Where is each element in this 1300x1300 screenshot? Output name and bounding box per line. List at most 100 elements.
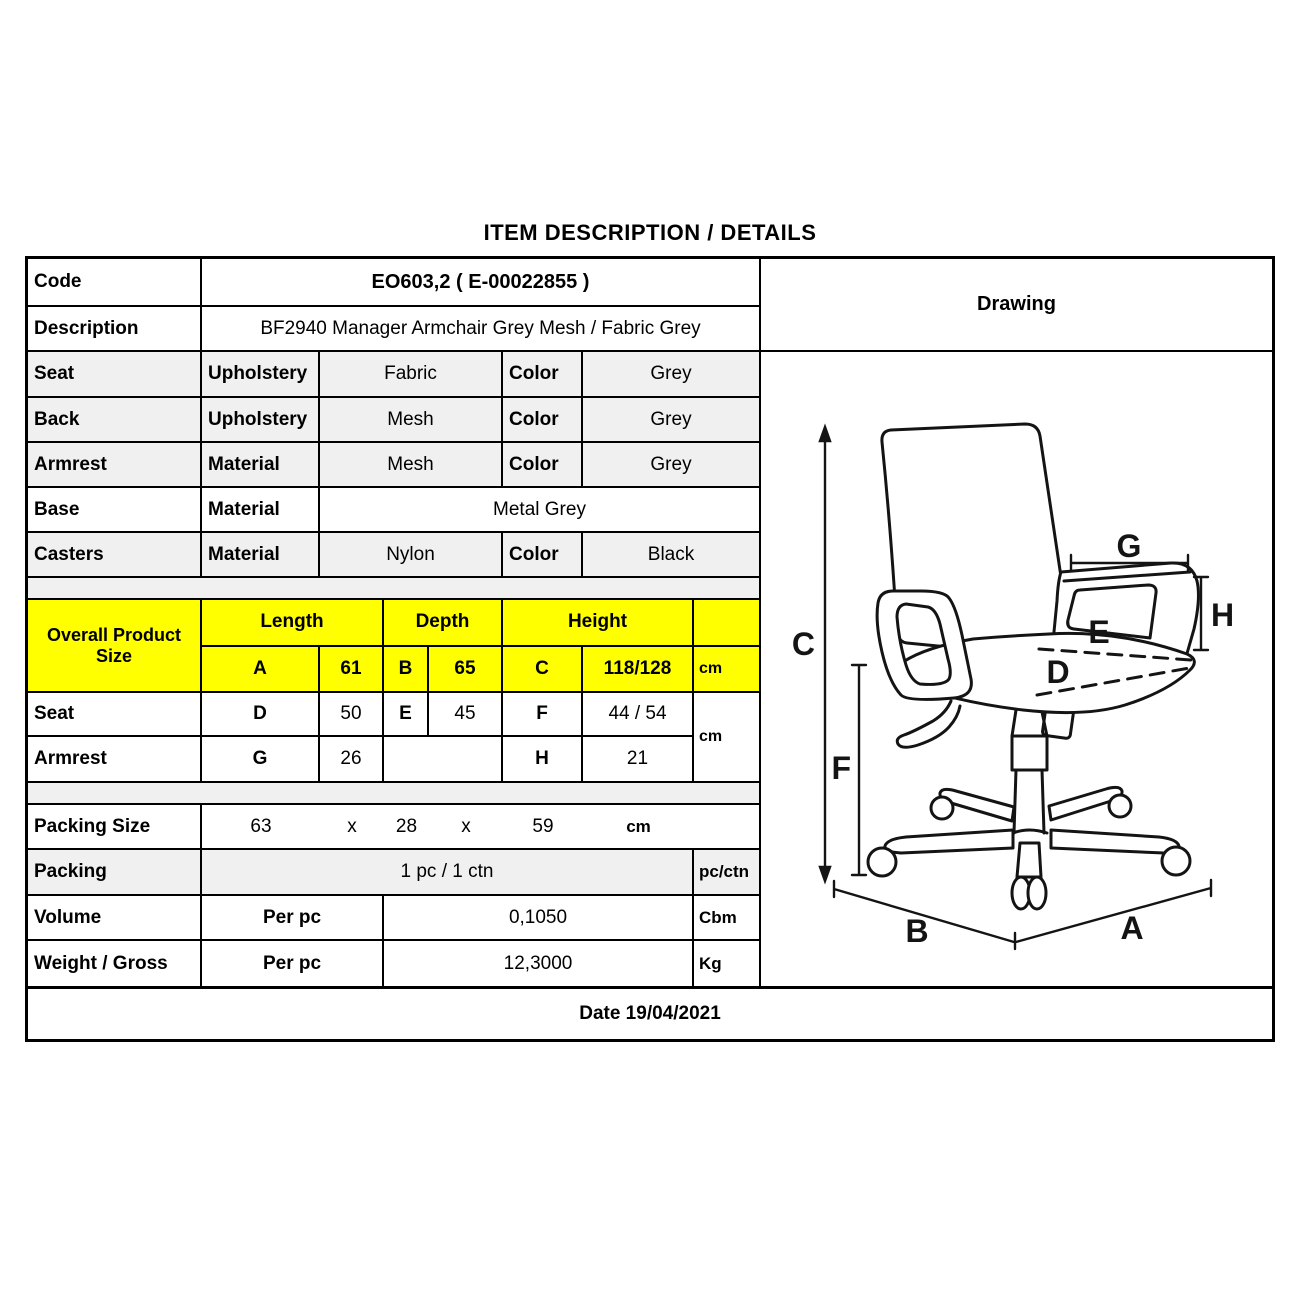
spec-table-main: Code EO603,2 ( E-00022855 ) Description …: [28, 259, 1272, 986]
chair-backrest: [880, 422, 1073, 660]
chair-armrest-right-bar-line: [1062, 570, 1192, 583]
armrest-label: Armrest: [28, 443, 202, 486]
armrest-color-value: Grey: [650, 453, 692, 475]
dim-key-D: D: [202, 693, 320, 736]
armrest-dims-label: Armrest: [28, 737, 202, 781]
size-header-row1: Length Depth Height: [202, 600, 759, 647]
depth-header: Depth: [384, 600, 503, 645]
chair-leg-left: [883, 828, 1015, 855]
dim-key-E: E: [384, 693, 429, 736]
back-color-value: Grey: [650, 408, 692, 430]
packing-x-2: x: [461, 815, 471, 837]
dim-line-d: [1035, 665, 1197, 697]
dims-unit: cm: [699, 728, 723, 745]
volume-per: Per pc: [202, 896, 384, 939]
packing-size-unit: cm: [626, 816, 651, 836]
code-label: Code: [28, 259, 202, 305]
packing-dim-3: 59: [532, 815, 554, 837]
back-material-value: Mesh: [320, 398, 503, 441]
seat-color-label: Color: [503, 352, 583, 396]
dim-label-c: C: [792, 626, 815, 662]
volume-value: 0,1050: [384, 896, 694, 939]
size-header-columns: Length Depth Height A 61 B 65 C 118/128: [202, 600, 759, 691]
chair-seat: [894, 631, 1196, 715]
overall-size-label: Overall Product Size: [28, 600, 202, 691]
dim-line-h: [1192, 575, 1210, 652]
date-value: Date 19/04/2021: [579, 1003, 721, 1024]
casters-prop: Material: [202, 533, 320, 576]
seat-material-value: Fabric: [320, 352, 503, 396]
table-row-weight: Weight / Gross Per pc 12,3000 Kg: [28, 941, 759, 986]
table-row-description: Description BF2940 Manager Armchair Grey…: [28, 307, 759, 352]
packing-unit: pc/ctn: [699, 862, 750, 881]
spacer-row: [28, 578, 759, 600]
base-prop: Material: [202, 488, 320, 531]
chair-gas-lift-column: [1012, 768, 1046, 835]
drawing-panel: Drawing: [761, 259, 1272, 986]
armrest-prop: Material: [202, 443, 320, 486]
table-row-seat-material: Seat Upholstery Fabric Color Grey: [28, 352, 759, 398]
table-row-armrest-dims: Armrest G 26 H 21: [28, 737, 692, 781]
overall-unit: cm: [694, 646, 759, 691]
weight-value: 12,3000: [384, 941, 694, 986]
length-header: Length: [202, 600, 384, 645]
dims-empty-cell: [384, 737, 503, 781]
packing-value: 1 pc / 1 ctn: [202, 850, 694, 894]
packing-size-values: 63 x 28 x 59 cm: [202, 805, 759, 848]
packing-size-label: Packing Size: [28, 805, 202, 848]
dim-line-a: [1013, 878, 1213, 951]
height-header: Height: [503, 600, 694, 645]
chair-caster-left: [866, 846, 898, 878]
base-material-value: Metal Grey: [493, 498, 586, 520]
description-value: BF2940 Manager Armchair Grey Mesh / Fabr…: [260, 317, 701, 339]
back-label: Back: [28, 398, 202, 441]
dim-value-G: 26: [320, 737, 384, 781]
dim-value-H: 21: [626, 748, 649, 769]
dim-value-E: 45: [429, 693, 503, 736]
casters-color-label: Color: [503, 533, 583, 576]
office-chair-drawing: C F G H E D B A: [792, 422, 1234, 951]
dim-label-b: B: [905, 913, 928, 949]
dim-line-f: [850, 663, 868, 877]
dim-line-c-arrows: [818, 423, 832, 885]
volume-unit: Cbm: [699, 907, 737, 927]
base-label: Base: [28, 488, 202, 531]
table-row-packing-size: Packing Size 63 x 28 x 59 cm: [28, 805, 759, 850]
description-label: Description: [28, 307, 202, 350]
dim-value-D: 50: [320, 693, 384, 736]
back-color-label: Color: [503, 398, 583, 441]
seat-label: Seat: [28, 352, 202, 396]
packing-dim-1: 63: [250, 815, 272, 837]
spacer-row: [28, 783, 759, 805]
size-header-block: Overall Product Size Length Depth Height…: [28, 600, 759, 693]
drawing-canvas: C F G H E D B A: [761, 352, 1272, 986]
page-title: ITEM DESCRIPTION / DETAILS: [483, 220, 817, 245]
dim-line-e: [1037, 647, 1193, 662]
weight-unit: Kg: [699, 953, 722, 973]
seat-color-value: Grey: [650, 363, 692, 384]
dim-value-B: 65: [429, 646, 503, 691]
armrest-material-value: Mesh: [320, 443, 503, 486]
drawing-title: Drawing: [761, 259, 1272, 352]
chair-base-hub: [1011, 828, 1049, 835]
dim-line-b: [832, 879, 1016, 944]
dim-value-A: 61: [320, 646, 384, 691]
dim-label-g: G: [1117, 528, 1142, 564]
back-prop: Upholstery: [202, 398, 320, 441]
dim-label-a: A: [1120, 910, 1143, 946]
chair-gas-lift-cylinder: [1010, 734, 1049, 772]
table-row-packing: Packing 1 pc / 1 ctn pc/ctn: [28, 850, 759, 896]
packing-dim-2: 28: [395, 815, 418, 837]
armrest-color-label: Color: [503, 443, 583, 486]
table-row-base-material: Base Material Metal Grey: [28, 488, 759, 533]
size-header-row2: A 61 B 65 C 118/128 cm: [202, 646, 759, 691]
chair-caster-right: [1160, 845, 1192, 877]
packing-x-1: x: [347, 815, 357, 837]
table-row-back-material: Back Upholstery Mesh Color Grey: [28, 398, 759, 443]
dim-key-B: B: [384, 646, 429, 691]
table-row-casters-material: Casters Material Nylon Color Black: [28, 533, 759, 578]
dim-label-e: E: [1088, 614, 1109, 650]
casters-material-value: Nylon: [320, 533, 503, 576]
seat-prop: Upholstery: [202, 352, 320, 396]
